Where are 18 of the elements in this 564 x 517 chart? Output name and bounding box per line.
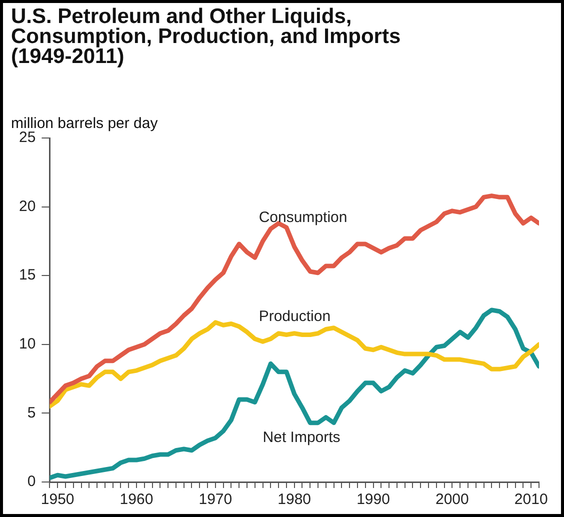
series-label: Consumption [258, 208, 348, 226]
series-label: Net Imports [262, 429, 340, 446]
chart-title: U.S. Petroleum and Other Liquids, Consumption, Production, and Imports (1949-2011) [11, 5, 402, 68]
y-tick-label: 20 [18, 198, 36, 215]
series-label: Production [258, 308, 331, 326]
x-tick-label: 1950 [40, 491, 74, 508]
y-tick-label: 25 [18, 129, 36, 146]
y-tick-label: 15 [18, 266, 36, 284]
y-tick-label: 0 [27, 473, 36, 490]
x-tick-label: 2000 [436, 491, 469, 508]
x-tick-label: 1990 [356, 491, 390, 508]
x-tick-label: 2010 [514, 491, 548, 508]
y-axis-title: million barrels per day [11, 115, 158, 132]
x-tick-label: 1980 [278, 491, 312, 508]
y-tick-label: 5 [27, 404, 36, 422]
x-tick-label: 1960 [120, 491, 154, 508]
x-tick-label: 1970 [198, 491, 232, 508]
y-tick-label: 10 [18, 336, 36, 353]
